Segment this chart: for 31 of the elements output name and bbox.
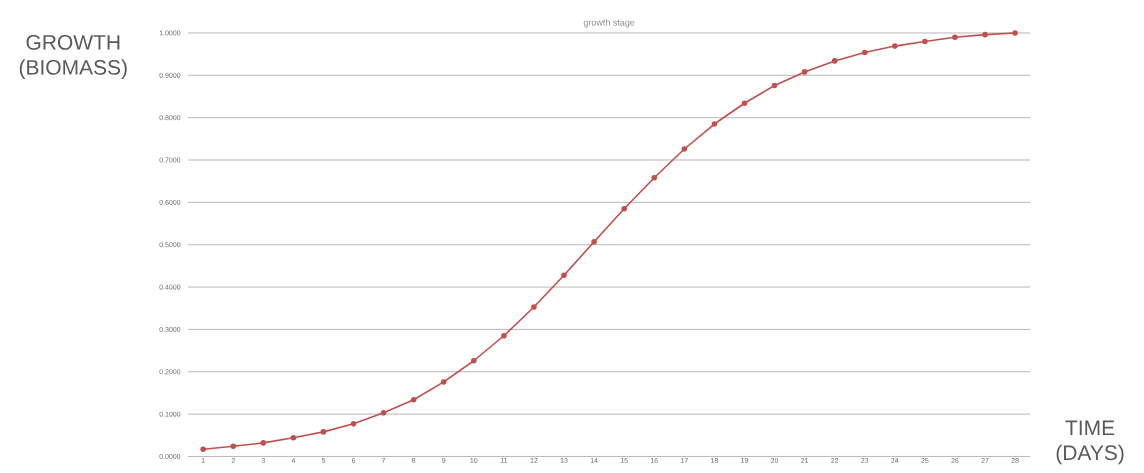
point bbox=[380, 409, 387, 416]
point bbox=[561, 272, 567, 278]
point bbox=[260, 439, 267, 446]
point bbox=[741, 100, 748, 106]
point bbox=[290, 434, 297, 441]
x-axis-title: TIME (DAYS) bbox=[1056, 420, 1124, 465]
y-axis-title: GROWTH (BIOMASS) bbox=[19, 34, 127, 79]
point bbox=[922, 38, 928, 45]
point bbox=[711, 121, 718, 127]
point bbox=[771, 82, 778, 89]
point bbox=[320, 428, 327, 435]
point bbox=[831, 57, 838, 64]
point bbox=[982, 31, 988, 38]
point bbox=[801, 68, 808, 75]
point bbox=[501, 332, 507, 339]
point bbox=[1012, 29, 1018, 36]
chart-title: growth stage bbox=[583, 18, 635, 28]
point bbox=[410, 396, 417, 403]
point bbox=[681, 145, 688, 152]
point bbox=[591, 238, 597, 245]
point bbox=[200, 446, 206, 452]
point bbox=[892, 43, 898, 49]
point bbox=[471, 357, 477, 364]
point bbox=[621, 205, 627, 212]
point bbox=[350, 420, 357, 427]
point bbox=[861, 49, 868, 56]
point bbox=[651, 174, 658, 181]
point bbox=[230, 443, 237, 449]
point bbox=[531, 303, 537, 310]
point bbox=[440, 378, 447, 385]
point bbox=[952, 34, 958, 40]
